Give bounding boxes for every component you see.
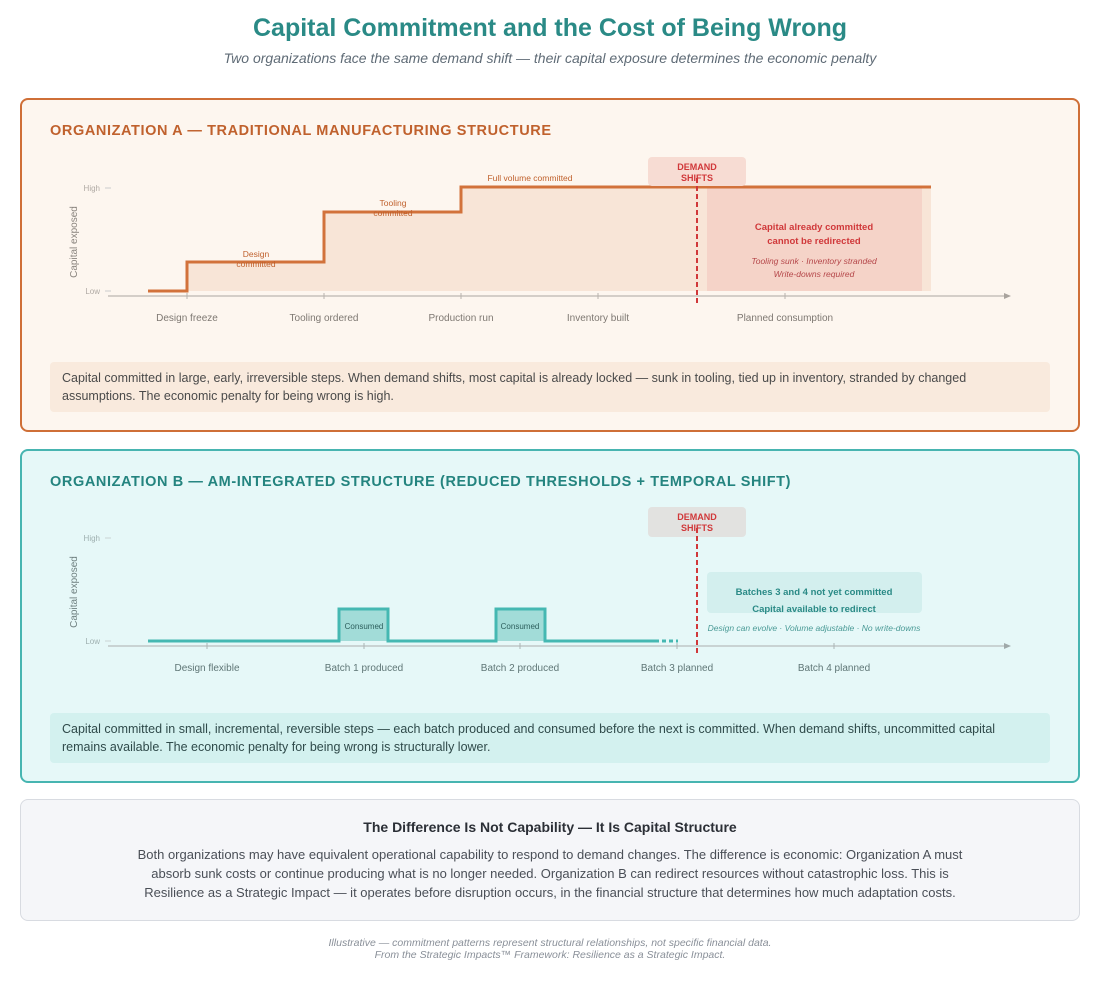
x-tick-label: Planned consumption bbox=[737, 313, 833, 324]
batch-2-block bbox=[496, 609, 545, 641]
step-label: Tooling bbox=[380, 198, 407, 208]
available-capital-box bbox=[707, 572, 922, 613]
step-label: committed bbox=[236, 259, 275, 269]
summary-body: Both organizations may have equivalent o… bbox=[137, 847, 963, 900]
y-high-label: High bbox=[84, 184, 100, 193]
organization-a-heading: ORGANIZATION A — TRADITIONAL MANUFACTURI… bbox=[50, 123, 552, 139]
x-tick-label: Batch 4 planned bbox=[798, 663, 870, 674]
organization-a-note: Capital committed in large, early, irrev… bbox=[50, 362, 1050, 412]
x-ticks bbox=[186, 293, 786, 299]
box-title: Batches 3 and 4 not yet committed bbox=[736, 587, 893, 598]
box-title: Capital already committed bbox=[755, 222, 873, 233]
organization-b-panel: ORGANIZATION B — AM-INTEGRATED STRUCTURE… bbox=[20, 449, 1080, 783]
organization-b-chart: High Low Capital exposed Consumed Consum… bbox=[69, 507, 1011, 674]
capital-step-line bbox=[148, 607, 655, 643]
x-tick-label: Batch 2 produced bbox=[481, 663, 559, 674]
y-axis-label: Capital exposed bbox=[69, 206, 80, 278]
y-axis-label: Capital exposed bbox=[69, 556, 80, 628]
demand-shift-badge bbox=[648, 507, 746, 537]
step-label: Full volume committed bbox=[487, 173, 572, 183]
axis-arrow-icon bbox=[1004, 643, 1011, 649]
x-tick-label: Batch 1 produced bbox=[325, 663, 403, 674]
y-low-label: Low bbox=[85, 287, 100, 296]
y-high-label: High bbox=[84, 534, 100, 543]
footer-line: Illustrative — commitment patterns repre… bbox=[328, 937, 772, 949]
x-tick-label: Production run bbox=[428, 313, 493, 324]
step-label: Design bbox=[243, 249, 270, 259]
axis-arrow-icon bbox=[1004, 293, 1011, 299]
demand-shift-label: DEMAND bbox=[677, 162, 717, 172]
x-tick-label: Design flexible bbox=[174, 663, 239, 674]
page-title: Capital Commitment and the Cost of Being… bbox=[253, 14, 847, 42]
organization-b-note: Capital committed in small, incremental,… bbox=[50, 713, 1050, 763]
box-subtitle: Design can evolve · Volume adjustable · … bbox=[708, 623, 922, 633]
box-subtitle: Tooling sunk · Inventory stranded bbox=[751, 256, 877, 266]
x-tick-label: Design freeze bbox=[156, 313, 218, 324]
step-label: committed bbox=[373, 208, 412, 218]
organization-b-heading: ORGANIZATION B — AM-INTEGRATED STRUCTURE… bbox=[50, 474, 792, 490]
y-low-label: Low bbox=[85, 637, 100, 646]
x-tick-label: Batch 3 planned bbox=[641, 663, 713, 674]
consumed-label: Consumed bbox=[501, 622, 540, 631]
demand-shift-badge bbox=[648, 157, 746, 186]
summary-heading: The Difference Is Not Capability — It Is… bbox=[363, 819, 737, 835]
footer: Illustrative — commitment patterns repre… bbox=[0, 937, 1100, 961]
x-tick-label: Tooling ordered bbox=[290, 313, 359, 324]
box-title: cannot be redirected bbox=[767, 236, 861, 247]
demand-shift-label: DEMAND bbox=[677, 512, 717, 522]
x-tick-label: Inventory built bbox=[567, 313, 629, 324]
footer-line: From the Strategic Impacts™ Framework: R… bbox=[374, 949, 726, 961]
organization-a-chart: High Low Capital exposed Design committe… bbox=[69, 157, 1011, 324]
batch-1-block bbox=[339, 609, 388, 641]
box-title: Capital available to redirect bbox=[752, 604, 876, 615]
summary-panel: The Difference Is Not Capability — It Is… bbox=[20, 799, 1080, 921]
capital-step-line bbox=[148, 185, 931, 293]
page-subtitle: Two organizations face the same demand s… bbox=[223, 50, 877, 66]
stranded-capital-box bbox=[707, 188, 922, 291]
box-subtitle: Write-downs required bbox=[774, 269, 855, 279]
consumed-label: Consumed bbox=[345, 622, 384, 631]
